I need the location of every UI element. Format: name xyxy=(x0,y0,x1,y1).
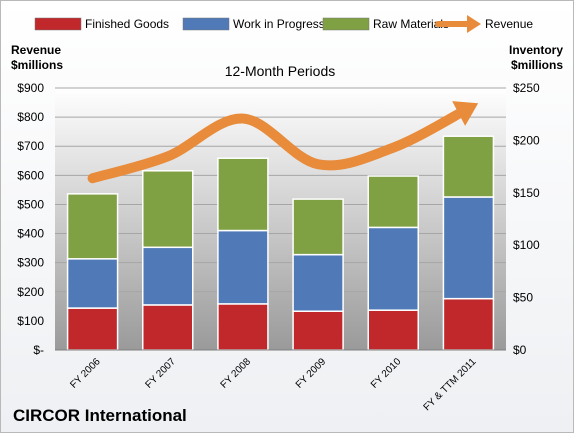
bar-finished-goods-fy-2006 xyxy=(66,307,119,351)
legend: Finished Goods Work in Progress Raw Mate… xyxy=(34,15,533,33)
bar-finished-goods-fy-2009 xyxy=(292,310,344,351)
bar-raw-materials-fy-2008 xyxy=(217,157,269,232)
right-tick-label: $0 xyxy=(513,343,527,357)
legend-arrowhead-revenue xyxy=(467,15,481,33)
left-tick-label: $700 xyxy=(17,139,44,153)
bar-work-in-progress-fy-ttm-2011 xyxy=(442,196,495,300)
left-tick-label: $200 xyxy=(17,285,44,299)
category-label: FY & TTM 2011 xyxy=(422,356,479,413)
legend-swatch-finished-goods xyxy=(34,17,82,31)
left-tick-label: $300 xyxy=(17,256,44,270)
bar-work-in-progress-fy-2006 xyxy=(66,258,119,309)
legend-label-revenue: Revenue xyxy=(485,17,533,31)
bar-work-in-progress-fy-2010 xyxy=(367,226,419,311)
legend-item-revenue: Revenue xyxy=(435,15,533,33)
right-tick-label: $250 xyxy=(513,81,540,95)
left-axis-title-line2: $millions xyxy=(11,58,63,72)
left-axis-title-line1: Revenue xyxy=(11,43,61,57)
bar-raw-materials-fy-2007 xyxy=(142,170,194,249)
bars xyxy=(66,135,495,351)
left-tick-label: $100 xyxy=(17,314,44,328)
legend-swatch-work-in-progress xyxy=(182,17,230,31)
category-label: FY 2010 xyxy=(369,356,404,391)
left-tick-label: $800 xyxy=(17,110,44,124)
legend-item-work-in-progress: Work in Progress xyxy=(182,17,325,31)
bar-raw-materials-fy-2010 xyxy=(367,175,419,229)
right-tick-label: $100 xyxy=(513,238,540,252)
bar-raw-materials-fy-ttm-2011 xyxy=(442,135,495,198)
category-label: FY 2008 xyxy=(219,356,254,391)
chart-subtitle: 12-Month Periods xyxy=(225,63,336,79)
company-name: CIRCOR International xyxy=(13,406,187,425)
right-tick-label: $150 xyxy=(513,186,540,200)
right-axis-title-line1: Inventory xyxy=(509,43,563,57)
category-label: FY 2007 xyxy=(143,356,178,391)
left-tick-label: $600 xyxy=(17,168,44,182)
legend-label-finished-goods: Finished Goods xyxy=(85,17,169,31)
bar-raw-materials-fy-2006 xyxy=(66,193,119,260)
right-tick-label: $50 xyxy=(513,291,533,305)
legend-item-finished-goods: Finished Goods xyxy=(34,17,169,31)
bar-work-in-progress-fy-2008 xyxy=(217,229,269,305)
right-tick-label: $200 xyxy=(513,133,540,147)
bar-work-in-progress-fy-2007 xyxy=(142,246,194,306)
right-axis-title-line2: $millions xyxy=(511,58,563,72)
revenue-line xyxy=(87,103,474,184)
bar-finished-goods-fy-2007 xyxy=(142,304,194,351)
gridlines xyxy=(55,87,506,322)
bar-work-in-progress-fy-2009 xyxy=(292,253,344,312)
revenue-series xyxy=(87,101,479,184)
legend-label-raw-materials: Raw Materials xyxy=(373,17,449,31)
category-labels: FY 2006 FY 2007 FY 2008 FY 2009 FY 2010 FY & … xyxy=(68,356,479,413)
legend-swatch-raw-materials xyxy=(322,17,370,31)
revenue-arrowhead xyxy=(452,101,479,126)
category-label: FY 2006 xyxy=(68,356,103,391)
left-tick-label: $900 xyxy=(17,81,44,95)
left-axis-ticks: $- $100 $200 $300 $400 $500 $600 $700 $800 $900 xyxy=(17,81,44,357)
category-label: FY 2009 xyxy=(294,356,329,391)
left-tick-label: $400 xyxy=(17,227,44,241)
right-axis-ticks: $0 $50 $100 $150 $200 $250 xyxy=(513,81,540,357)
bar-finished-goods-fy-2010 xyxy=(367,309,419,351)
bar-finished-goods-fy-ttm-2011 xyxy=(442,297,495,351)
left-tick-label: $500 xyxy=(17,197,44,211)
legend-label-work-in-progress: Work in Progress xyxy=(233,17,325,31)
legend-item-raw-materials: Raw Materials xyxy=(322,17,449,31)
bar-raw-materials-fy-2009 xyxy=(292,198,344,256)
bar-finished-goods-fy-2008 xyxy=(217,303,269,351)
left-tick-label: $- xyxy=(33,343,44,357)
